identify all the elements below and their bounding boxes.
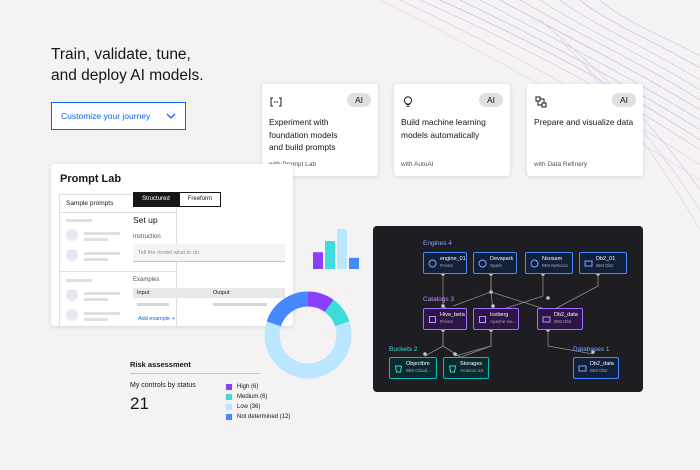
ai-badge: AI [347,93,371,107]
catalog-node[interactable]: Db2_data IBM Db2 [537,308,583,330]
database-node[interactable]: Db2_data IBM Db2 [573,357,619,379]
setup-heading: Set up [133,215,158,225]
instruction-label: Instruction [133,234,161,240]
catalog-icon [429,316,436,323]
card-title: Prepare and visualize data [534,117,634,127]
card-subtitle: with Data Refinery [534,161,588,168]
legend-item-low: Low (36) [226,402,290,412]
placeholder-avatar [66,289,78,301]
card-autoai[interactable]: AI Build machine learning models automat… [394,84,510,176]
prompt-lab-title: Prompt Lab [60,173,122,185]
placeholder-bar [84,258,108,261]
buckets-label: Buckets 2 [389,346,418,353]
tab-structured[interactable]: Structured [133,192,179,207]
add-example-link[interactable]: Add example + [138,316,175,322]
bucket-node[interactable]: Storages Amazon S3 [443,357,489,379]
placeholder-avatar [66,229,78,241]
card-title: Build machine learning models automatica… [401,117,486,140]
engine-node[interactable]: engine_01 Presto [423,252,467,274]
donut-slice-medium [324,299,350,327]
bucket-icon [394,365,403,373]
catalog-node[interactable]: Hive_beta Presto [423,308,467,330]
topology-connectors [423,272,600,361]
ai-badge: AI [479,93,503,107]
databases-label: Databases 1 [573,346,610,353]
engine-node[interactable]: Nsosam IBM Netezza [525,252,573,274]
lightbulb-icon [403,96,413,107]
col-input-header: Input [137,290,150,296]
tab-freeform[interactable]: Freeform [178,192,222,207]
engine-icon [530,259,539,268]
controls-count: 21 [130,394,149,413]
placeholder-bar [84,252,120,255]
divider [130,373,260,374]
mini-bar [349,257,359,269]
placeholder-bar [84,298,108,301]
placeholder-avatar [66,249,78,261]
mode-switcher: Structured Freeform [133,192,222,207]
ai-badge: AI [612,93,636,107]
legend-item-not-determined: Not determined (12) [226,412,290,422]
placeholder-bar [84,292,120,295]
data-refinery-icon [535,96,547,108]
examples-label: Examples [133,277,160,283]
donut-slice-low [264,321,352,379]
legend-item-high: High (6) [226,382,290,392]
card-title: Experiment with foundation models and bu… [269,117,338,152]
mini-bar-chart [313,229,359,269]
donut-slice-not-determined [266,291,309,327]
examples-table: Input Output [133,288,285,314]
col-output-header: Output [213,290,230,296]
mini-bar [325,241,335,269]
code-bracket-icon [270,97,282,107]
instruction-input[interactable]: Tell the model what to do. [133,244,285,262]
headline: Train, validate, tune, and deploy AI mod… [51,44,204,86]
db2-icon [542,316,551,323]
customize-journey-label: Customize your journey [61,111,151,121]
placeholder-bar [66,219,92,222]
engine-icon [478,259,487,268]
bucket-icon [448,365,457,373]
catalog-node[interactable]: Iceberg Apache Ice... [473,308,519,330]
card-subtitle: with Prompt Lab [269,161,316,168]
db2-icon [578,365,587,372]
catalog-icon [479,316,486,323]
donut-slice-high [307,291,334,313]
engine-node[interactable]: Devspark Spark [473,252,517,274]
catalogs-label: Catalogs 3 [423,296,455,303]
headline-line-2: and deploy AI models. [51,67,204,84]
engine-icon [428,259,437,268]
infrastructure-topology-panel: Engines 4 engine_01 Presto Devspark Spark … [373,226,643,392]
mini-bar [313,252,323,269]
placeholder-bar [84,232,120,235]
placeholder-bar [84,238,108,241]
engines-label: Engines 4 [423,240,452,247]
customize-journey-dropdown[interactable]: Customize your journey [51,102,186,130]
headline-line-1: Train, validate, tune, [51,46,191,63]
db2-icon [584,260,593,267]
bucket-node[interactable]: Objectbm IBM Cloud... [389,357,437,379]
mini-bar [337,229,347,269]
card-data-refinery[interactable]: AI Prepare and visualize data with Data … [527,84,643,176]
risk-donut-chart [264,291,352,379]
sample-prompts-panel: Sample prompts [59,194,177,326]
placeholder-bar [84,312,120,315]
chevron-down-icon [166,113,176,119]
risk-assessment-title: Risk assessment [130,360,191,369]
card-prompt-lab[interactable]: AI Experiment with foundation models and… [262,84,378,176]
placeholder-bar [66,279,92,282]
legend-item-medium: Medium (6) [226,392,290,402]
engine-node[interactable]: Db2_01 IBM Db2 [579,252,627,274]
placeholder-bar [84,318,108,321]
sample-prompts-label: Sample prompts [60,195,176,213]
risk-legend: High (6) Medium (6) Low (36) Not determi… [226,382,290,422]
risk-subtitle: My controls by status [130,382,196,389]
card-subtitle: with AutoAI [401,161,434,168]
prompt-lab-panel: Prompt Lab Sample prompts Structured Fre… [51,164,293,326]
placeholder-avatar [66,309,78,321]
